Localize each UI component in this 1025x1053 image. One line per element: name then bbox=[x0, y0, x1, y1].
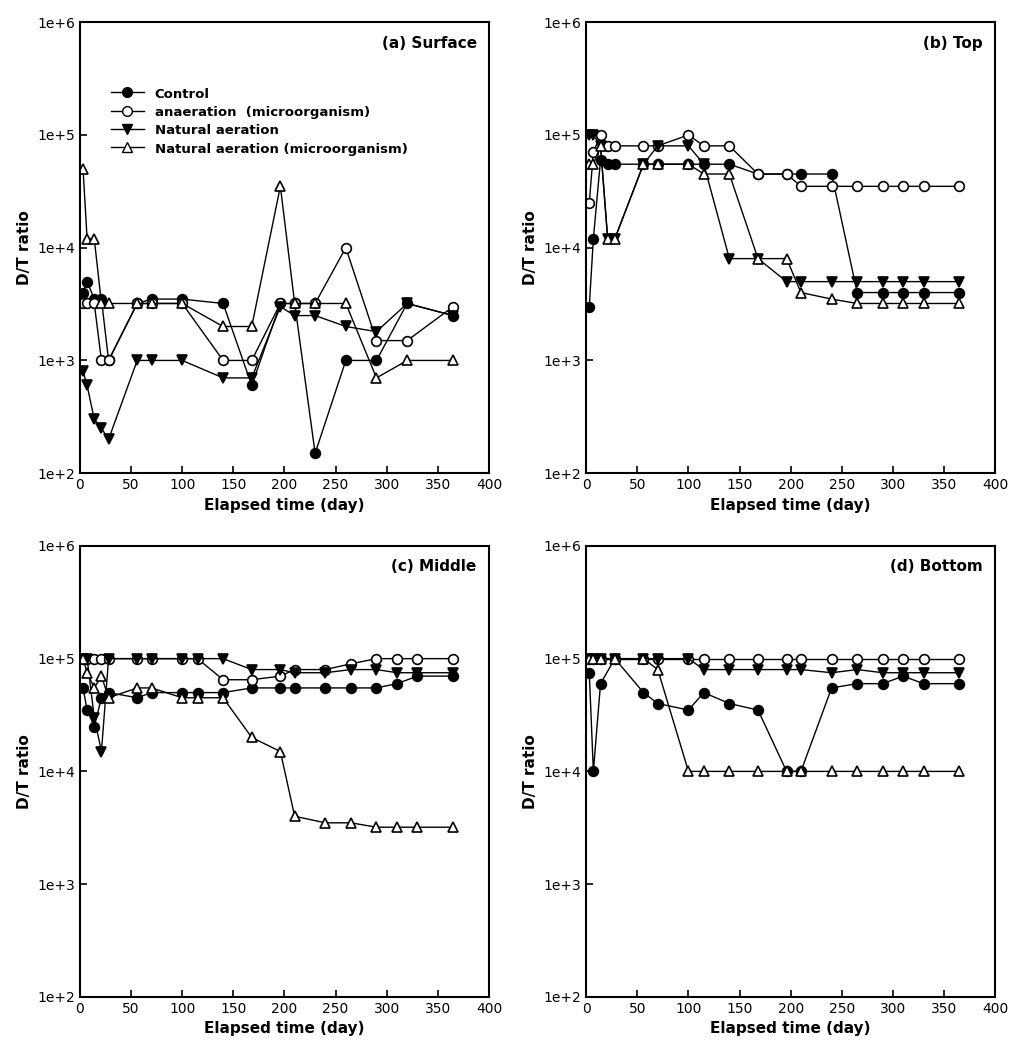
Text: (b) Top: (b) Top bbox=[924, 36, 983, 51]
X-axis label: Elapsed time (day): Elapsed time (day) bbox=[204, 1021, 365, 1036]
Y-axis label: D/T ratio: D/T ratio bbox=[16, 211, 32, 285]
X-axis label: Elapsed time (day): Elapsed time (day) bbox=[710, 1021, 871, 1036]
Legend: Control, anaeration  (microorganism), Natural aeration, Natural aeration (microo: Control, anaeration (microorganism), Nat… bbox=[107, 83, 411, 160]
Text: (d) Bottom: (d) Bottom bbox=[890, 559, 983, 575]
Text: (a) Surface: (a) Surface bbox=[381, 36, 477, 51]
Y-axis label: D/T ratio: D/T ratio bbox=[16, 734, 32, 809]
X-axis label: Elapsed time (day): Elapsed time (day) bbox=[204, 498, 365, 513]
Y-axis label: D/T ratio: D/T ratio bbox=[523, 734, 538, 809]
Y-axis label: D/T ratio: D/T ratio bbox=[523, 211, 538, 285]
Text: (c) Middle: (c) Middle bbox=[392, 559, 477, 575]
X-axis label: Elapsed time (day): Elapsed time (day) bbox=[710, 498, 871, 513]
